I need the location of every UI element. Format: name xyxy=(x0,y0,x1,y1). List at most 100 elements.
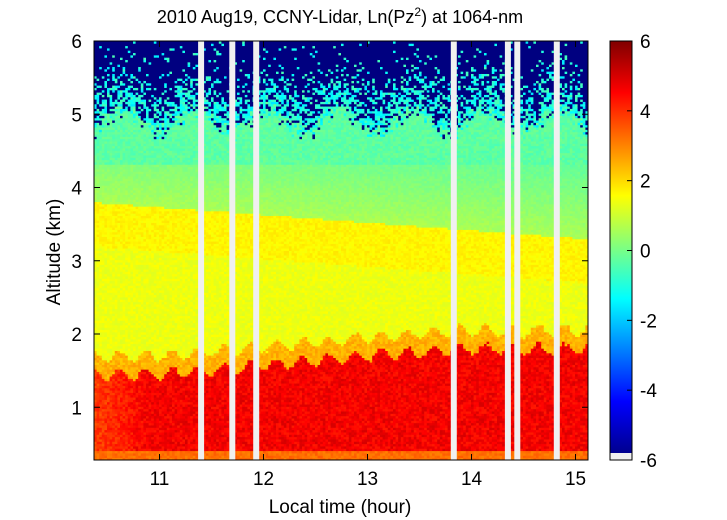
heatmap-cell xyxy=(159,178,162,182)
heatmap-cell xyxy=(107,92,110,95)
heatmap-cell xyxy=(104,113,108,116)
heatmap-cell xyxy=(153,164,157,168)
heatmap-cell xyxy=(101,453,105,456)
heatmap-cell xyxy=(112,134,116,137)
heatmap-cell xyxy=(117,122,121,126)
heatmap-cell xyxy=(114,45,118,49)
heatmap-cell xyxy=(151,299,155,303)
heatmap-cell xyxy=(151,178,155,182)
heatmap-cell xyxy=(151,420,155,424)
heatmap-cell xyxy=(120,82,123,86)
heatmap-cell xyxy=(122,322,126,326)
heatmap-cell xyxy=(114,425,118,428)
heatmap-cell xyxy=(148,250,152,254)
heatmap-cell xyxy=(130,311,134,314)
heatmap-cell xyxy=(107,66,110,70)
heatmap-cell xyxy=(159,236,162,240)
heatmap-cell xyxy=(164,285,168,289)
heatmap-cell xyxy=(148,50,152,54)
heatmap-cell xyxy=(146,143,149,147)
heatmap-cell xyxy=(148,182,152,186)
heatmap-cell xyxy=(127,266,131,270)
heatmap-cell xyxy=(153,350,157,354)
heatmap-cell xyxy=(156,50,160,54)
heatmap-cell xyxy=(101,208,105,212)
heatmap-cell xyxy=(117,141,121,144)
heatmap-cell xyxy=(133,411,136,414)
heatmap-cell xyxy=(153,187,157,191)
heatmap-cell xyxy=(117,327,121,331)
heatmap-cell xyxy=(151,80,155,84)
heatmap-cell xyxy=(161,341,165,345)
heatmap-cell xyxy=(138,50,142,54)
heatmap-cell xyxy=(146,394,149,398)
heatmap-cell xyxy=(112,94,116,98)
heatmap-cell xyxy=(112,176,116,179)
heatmap-cell xyxy=(130,364,134,368)
heatmap-cell xyxy=(96,243,100,247)
heatmap-cell xyxy=(127,103,131,107)
heatmap-cell xyxy=(120,236,123,240)
heatmap-cell xyxy=(120,329,123,333)
heatmap-cell xyxy=(99,68,103,72)
heatmap-cell xyxy=(159,68,162,72)
heatmap-cell xyxy=(120,290,123,293)
heatmap-cell xyxy=(101,308,105,312)
heatmap-cell xyxy=(135,387,139,391)
heatmap-cell xyxy=(151,380,155,384)
heatmap-cell xyxy=(107,82,110,86)
heatmap-cell xyxy=(96,299,100,303)
heatmap-cell xyxy=(138,45,142,49)
heatmap-cell xyxy=(140,392,144,396)
heatmap-cell xyxy=(135,57,139,61)
heatmap-cell xyxy=(112,366,116,370)
heatmap-cell xyxy=(127,64,131,68)
heatmap-cell xyxy=(156,187,160,191)
heatmap-cell xyxy=(125,206,129,209)
heatmap-cell xyxy=(130,329,134,333)
heatmap-cell xyxy=(151,185,155,189)
heatmap-cell xyxy=(143,245,147,249)
heatmap-cell xyxy=(133,457,136,461)
heatmap-cell xyxy=(153,366,157,370)
heatmap-cell xyxy=(94,308,97,312)
heatmap-cell xyxy=(101,318,105,321)
heatmap-cell xyxy=(146,87,149,91)
heatmap-cell xyxy=(127,283,131,286)
heatmap-cell xyxy=(125,201,129,205)
heatmap-cell xyxy=(148,73,152,77)
heatmap-cell xyxy=(151,390,155,393)
heatmap-cell xyxy=(159,350,162,354)
heatmap-cell xyxy=(127,203,131,207)
heatmap-cell xyxy=(101,334,105,338)
heatmap-cell xyxy=(146,355,149,358)
heatmap-cell xyxy=(130,308,134,312)
heatmap-cell xyxy=(133,229,136,233)
heatmap-cell xyxy=(122,169,126,172)
heatmap-cell xyxy=(151,138,155,142)
heatmap-cell xyxy=(99,352,103,356)
heatmap-cell xyxy=(112,418,116,421)
heatmap-cell xyxy=(146,45,149,49)
heatmap-cell xyxy=(135,206,139,209)
heatmap-cell xyxy=(138,150,142,154)
heatmap-cell xyxy=(130,178,134,182)
heatmap-cell xyxy=(94,124,97,128)
heatmap-cell xyxy=(138,248,142,251)
heatmap-cell xyxy=(96,313,100,317)
heatmap-cell xyxy=(156,373,160,377)
heatmap-cell xyxy=(96,136,100,140)
heatmap-cell xyxy=(114,194,118,198)
heatmap-cell xyxy=(117,311,121,314)
heatmap-cell xyxy=(164,331,168,335)
heatmap-cell xyxy=(164,432,168,435)
heatmap-cell xyxy=(153,241,157,244)
heatmap-cell xyxy=(161,315,165,319)
heatmap-cell xyxy=(159,439,162,442)
heatmap-cell xyxy=(127,369,131,372)
heatmap-cell xyxy=(122,269,126,272)
heatmap-cell xyxy=(148,420,152,424)
heatmap-cell xyxy=(153,345,157,349)
heatmap-cell xyxy=(120,201,123,205)
heatmap-cell xyxy=(99,143,103,147)
